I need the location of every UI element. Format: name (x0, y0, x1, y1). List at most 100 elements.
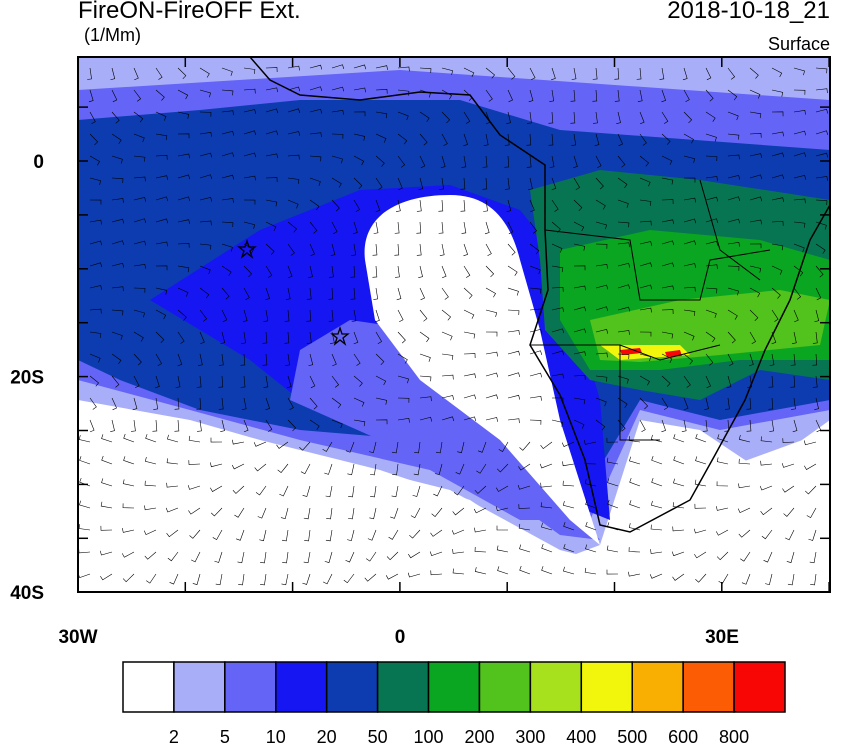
wind-barb (661, 199, 674, 204)
wind-barb (815, 88, 828, 94)
wind-barb (375, 65, 388, 71)
wind-barb (617, 242, 630, 248)
wind-barb (507, 221, 514, 235)
wind-barb (483, 199, 488, 212)
wind-barb (243, 243, 254, 254)
wind-barb (683, 89, 690, 103)
wind-barb (99, 550, 113, 556)
wind-barb (741, 573, 751, 585)
wind-barb (218, 353, 224, 366)
field-fire (620, 348, 682, 357)
wind-barb (234, 507, 245, 518)
wind-barb (375, 331, 383, 344)
wind-barb (243, 265, 253, 278)
wind-barb (791, 397, 796, 410)
wind-barb (639, 419, 646, 433)
wind-barb (812, 375, 818, 388)
wind-barb (265, 67, 278, 73)
wind-barb (717, 434, 729, 443)
wind-barb (482, 155, 488, 168)
wind-barb (551, 419, 564, 427)
wind-barb (429, 551, 443, 557)
wind-barb (683, 397, 689, 411)
colorbar-swatch (478, 661, 532, 713)
wind-barb (265, 153, 278, 159)
wind-barb (661, 133, 671, 145)
wind-barb (771, 67, 783, 78)
wind-barb (322, 573, 333, 585)
wind-barb (110, 419, 115, 433)
wind-barb (265, 108, 279, 114)
wind-barb (111, 262, 125, 268)
wind-barb (110, 67, 116, 81)
wind-barb (661, 331, 674, 339)
wind-barb (111, 309, 124, 316)
wind-barb (419, 396, 432, 402)
wind-barb (155, 133, 168, 141)
wind-barb (111, 286, 124, 292)
wind-barbs (78, 64, 829, 586)
wind-barb (617, 375, 629, 384)
wind-barb (593, 111, 598, 124)
wind-barb (595, 375, 608, 382)
wind-barb (727, 218, 741, 224)
wind-barb (606, 437, 619, 443)
wind-barb (353, 133, 366, 141)
wind-barb (463, 309, 475, 319)
wind-barb (463, 416, 477, 422)
wind-barb (485, 351, 498, 357)
wind-barb (815, 108, 829, 114)
wind-barb (463, 287, 473, 299)
wind-barb (716, 457, 729, 465)
wind-barb (529, 221, 538, 234)
wind-barb (177, 153, 190, 159)
wind-barb (397, 155, 406, 168)
wind-barb (540, 482, 553, 488)
wind-barb (584, 479, 597, 487)
wind-barb (716, 551, 729, 561)
wind-barb (397, 309, 404, 323)
wind-barb (790, 353, 796, 366)
wind-barb (111, 218, 125, 224)
wind-barb (322, 441, 333, 452)
coastline (249, 57, 830, 533)
wind-barb (243, 152, 257, 158)
wind-barb (738, 483, 751, 489)
wind-barb (350, 265, 356, 278)
wind-barb (438, 221, 444, 234)
wind-barb (133, 155, 146, 162)
colorbar-label: 600 (668, 727, 698, 747)
wind-barb (705, 375, 711, 389)
wind-barb (353, 87, 366, 93)
wind-barb (573, 285, 586, 291)
wind-barb (562, 500, 575, 509)
wind-barb (197, 353, 203, 366)
wind-barb (177, 287, 189, 297)
wind-barb (474, 485, 487, 494)
wind-barb (787, 573, 795, 586)
wind-barb (595, 263, 608, 269)
wind-barb (253, 441, 267, 447)
wind-barb (496, 545, 509, 553)
wind-barb (551, 373, 564, 379)
wind-barb (144, 505, 157, 511)
wind-barb (746, 419, 752, 432)
wind-barb (89, 285, 103, 290)
wind-barb (89, 177, 102, 186)
wind-barb (485, 67, 495, 79)
wind-barb (541, 522, 553, 531)
wind-barb (155, 218, 169, 224)
wind-barb (483, 133, 489, 146)
wind-barb (496, 485, 509, 492)
wind-barb (375, 199, 381, 213)
wind-barb (695, 433, 707, 443)
wind-barb (507, 394, 521, 400)
wind-barb (595, 243, 608, 249)
wind-barb (759, 485, 773, 491)
wind-barb (155, 309, 167, 320)
wind-barb (683, 177, 696, 183)
wind-barb (350, 287, 356, 300)
wind-barb (507, 265, 518, 276)
wind-barb (485, 331, 498, 337)
wind-barb (661, 155, 673, 165)
